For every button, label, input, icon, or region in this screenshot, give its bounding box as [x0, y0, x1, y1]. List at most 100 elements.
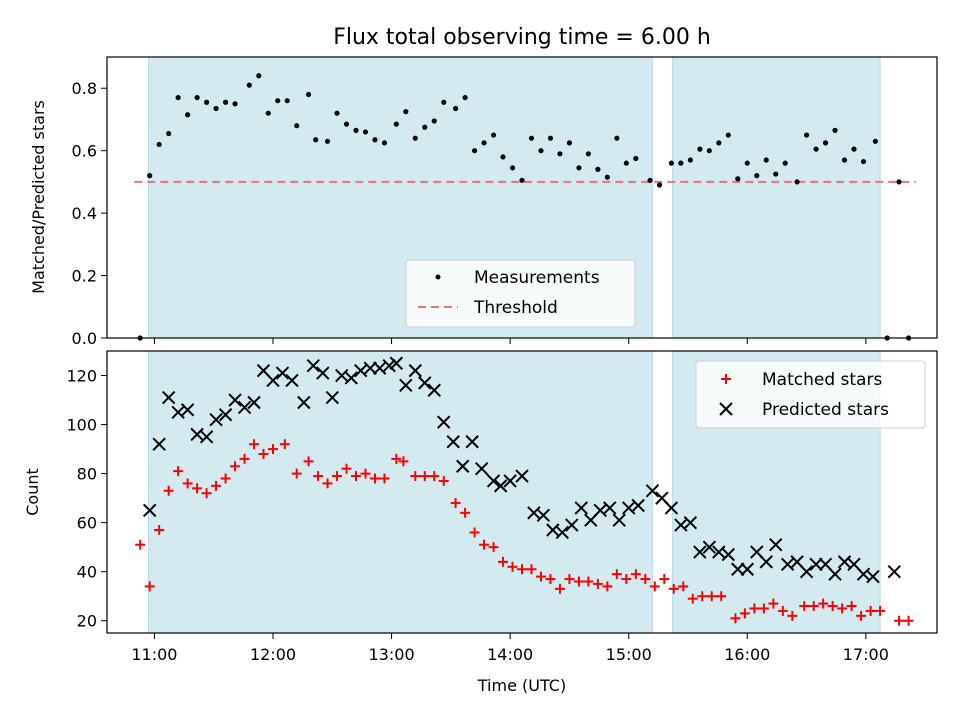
measurement-point	[841, 157, 848, 163]
measurement-point	[744, 160, 750, 166]
matched-stars-point	[220, 473, 231, 484]
measurement-point	[222, 99, 229, 105]
predicted-stars-point	[486, 474, 501, 488]
measurement-point	[773, 171, 779, 177]
x-tick-label: 13:00	[369, 645, 415, 664]
measurement-point	[204, 99, 210, 105]
legend-predicted-marker	[719, 402, 733, 416]
predicted-stars-point	[218, 408, 233, 422]
measurement-point	[813, 146, 819, 152]
bottom-y-ticks: 20 40 60 80 100 120	[66, 367, 107, 631]
predicted-stars-point	[645, 484, 660, 498]
measurement-point	[441, 99, 447, 105]
matched-stars-point	[173, 466, 184, 477]
predicted-stars-point	[769, 538, 783, 552]
measurement-point	[185, 112, 191, 118]
measurement-point	[566, 140, 573, 146]
matched-stars-point	[583, 576, 594, 587]
measurement-point	[716, 140, 722, 146]
matched-stars-point	[865, 605, 876, 616]
measurement-point	[294, 123, 300, 129]
x-tick-label: 16:00	[724, 645, 770, 664]
x-tick-label: 17:00	[843, 645, 889, 664]
predicted-stars-point	[536, 508, 551, 523]
top-observing-windows	[148, 57, 881, 338]
matched-stars-point	[517, 564, 527, 575]
measurement-point	[175, 94, 181, 101]
predicted-stars-point	[809, 557, 823, 572]
x-tick-label: 11:00	[131, 645, 177, 664]
measurement-point	[500, 154, 506, 160]
top-y-tick-label: 0.8	[72, 79, 97, 98]
measurement-point	[372, 137, 378, 143]
matched-stars-point	[903, 615, 914, 626]
bottom-y-tick-label: 40	[77, 563, 97, 582]
top-observing-window-1	[672, 57, 881, 338]
bottom-y-tick-label: 20	[77, 612, 97, 631]
matched-stars-point	[630, 569, 641, 580]
matched-stars-point	[154, 525, 165, 536]
matched-stars-point	[351, 471, 361, 482]
matched-stars-point	[163, 485, 174, 496]
predicted-stars-point	[275, 366, 290, 380]
measurement-point	[147, 173, 153, 179]
measurement-point	[431, 118, 437, 124]
matched-stars-point	[360, 468, 371, 479]
predicted-stars-point	[702, 540, 717, 554]
matched-stars-point	[526, 564, 537, 575]
legend-threshold-label: Threshold	[473, 298, 558, 318]
predicted-stars-point	[389, 356, 404, 370]
matched-stars-point	[668, 583, 679, 594]
predicted-stars-point	[574, 501, 588, 515]
predicted-stars-point	[456, 459, 470, 473]
measurement-point	[265, 110, 271, 116]
predicted-stars-point	[603, 501, 617, 515]
matched-stars-point	[554, 583, 565, 594]
matched-stars-point	[322, 478, 333, 489]
matched-stars-point	[768, 598, 779, 609]
predicted-stars-point	[297, 395, 311, 410]
top-legend-box	[405, 259, 636, 328]
predicted-stars-point	[363, 361, 377, 375]
measurement-point	[687, 157, 693, 163]
matched-stars-point	[303, 456, 314, 467]
matched-stars-point	[659, 574, 670, 585]
measurement-point	[509, 165, 516, 171]
predicted-stars-point	[152, 437, 166, 451]
predicted-stars-point	[693, 545, 707, 559]
bottom-y-axis-label: Count	[23, 468, 42, 516]
matched-stars-point	[192, 483, 203, 494]
measurement-point	[403, 109, 409, 115]
matched-stars-point	[535, 571, 546, 582]
matched-stars-point	[144, 581, 155, 592]
measurement-point	[324, 138, 331, 144]
predicted-stars-point	[799, 564, 814, 579]
measurement-point	[313, 137, 319, 143]
measurement-point	[547, 135, 554, 141]
predicted-stars-point	[664, 501, 679, 515]
matched-stars-point	[182, 478, 193, 489]
measurement-point	[803, 132, 810, 138]
bottom-y-tick-label: 80	[77, 465, 97, 484]
measurement-point	[246, 82, 252, 88]
x-tick-label: 12:00	[250, 645, 296, 664]
matched-stars-point	[279, 439, 290, 450]
matched-stars-point	[818, 598, 829, 609]
matched-stars-point	[894, 615, 905, 626]
measurement-point	[528, 135, 535, 141]
measurement-point	[647, 177, 653, 183]
measurement-point	[381, 140, 388, 146]
predicted-stars-point	[199, 430, 214, 444]
matched-stars-point	[410, 471, 421, 482]
predicted-stars-point	[266, 373, 280, 388]
bottom-panel: 20 40 60 80 100 120 11:00 12:00 13:00 14:00 15:00…	[23, 350, 938, 695]
bottom-panel-frame	[106, 350, 938, 634]
measurement-point	[604, 174, 610, 180]
matched-stars-point	[875, 605, 886, 616]
measurement-point	[462, 94, 468, 101]
matched-stars-point	[846, 601, 857, 612]
matched-stars-point	[239, 453, 250, 464]
matched-stars-point	[837, 603, 848, 614]
matched-stars-point	[450, 498, 461, 509]
matched-stars-point	[602, 581, 613, 592]
